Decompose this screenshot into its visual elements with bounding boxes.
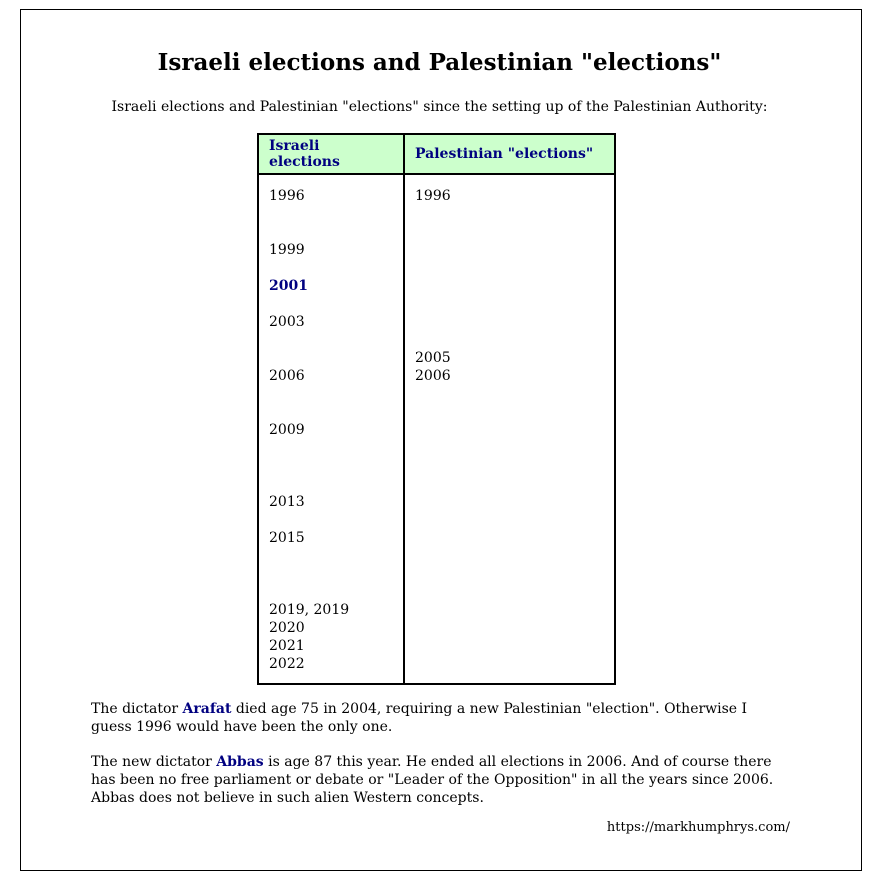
spacer xyxy=(269,475,393,493)
spacer xyxy=(269,565,393,583)
spacer xyxy=(415,259,604,277)
year-link[interactable]: 2001 xyxy=(269,278,308,294)
text: died age 75 in 2004, requiring a new Pal… xyxy=(91,701,748,735)
spacer xyxy=(269,439,393,457)
spacer xyxy=(269,349,393,367)
year-entry: 2015 xyxy=(269,530,305,546)
page-title: Israeli elections and Palestinian "elect… xyxy=(157,49,722,76)
page-frame xyxy=(20,9,862,871)
spacer xyxy=(269,259,393,277)
text: is age 87 this year. He ended all electi… xyxy=(91,754,774,806)
arafat-link[interactable]: Arafat xyxy=(182,701,232,717)
year-entry: 2003 xyxy=(269,314,305,330)
spacer xyxy=(415,205,604,223)
spacer xyxy=(269,385,393,403)
palestinian-elections-column: 1996 2005 2006 xyxy=(403,173,616,685)
spacer xyxy=(415,277,604,295)
year-entry: 1996 xyxy=(415,188,451,204)
spacer xyxy=(269,511,393,529)
spacer xyxy=(415,331,604,349)
year-entry: 2006 xyxy=(269,368,305,384)
subtitle: Israeli elections and Palestinian "elect… xyxy=(111,99,768,115)
year-entry: 2013 xyxy=(269,494,305,510)
spacer xyxy=(415,223,604,241)
spacer xyxy=(269,331,393,349)
year-entry: 1999 xyxy=(269,242,305,258)
spacer xyxy=(269,547,393,565)
spacer xyxy=(269,583,393,601)
spacer xyxy=(415,241,604,259)
spacer xyxy=(269,403,393,421)
israeli-elections-column: 1996 1999 2001 2003 2006 2009 2013 2015 2019, 20… xyxy=(257,173,405,685)
header-israeli: Israeli elections xyxy=(257,133,405,175)
spacer xyxy=(269,205,393,223)
year-entry: 2021 xyxy=(269,638,305,654)
year-entry: 1996 xyxy=(269,188,305,204)
year-entry: 2020 xyxy=(269,620,305,636)
spacer xyxy=(415,295,604,313)
year-entry: 2019, 2019 xyxy=(269,602,350,618)
text: The new dictator xyxy=(91,754,217,770)
abbas-link[interactable]: Abbas xyxy=(216,754,264,770)
spacer xyxy=(415,313,604,331)
footer-url: https://markhumphrys.com/ xyxy=(606,820,790,835)
header-palestinian: Palestinian "elections" xyxy=(403,133,616,175)
year-entry: 2022 xyxy=(269,656,305,672)
elections-table: Israeli elections Palestinian "elections… xyxy=(257,133,616,685)
abbas-paragraph: The new dictator Abbas is age 87 this ye… xyxy=(91,753,791,807)
spacer xyxy=(269,295,393,313)
spacer xyxy=(269,457,393,475)
text: The dictator xyxy=(91,701,183,717)
arafat-paragraph: The dictator Arafat died age 75 in 2004,… xyxy=(91,700,791,736)
year-entry: 2009 xyxy=(269,422,305,438)
spacer xyxy=(269,223,393,241)
year-entry: 2006 xyxy=(415,368,451,384)
year-entry: 2005 xyxy=(415,350,451,366)
